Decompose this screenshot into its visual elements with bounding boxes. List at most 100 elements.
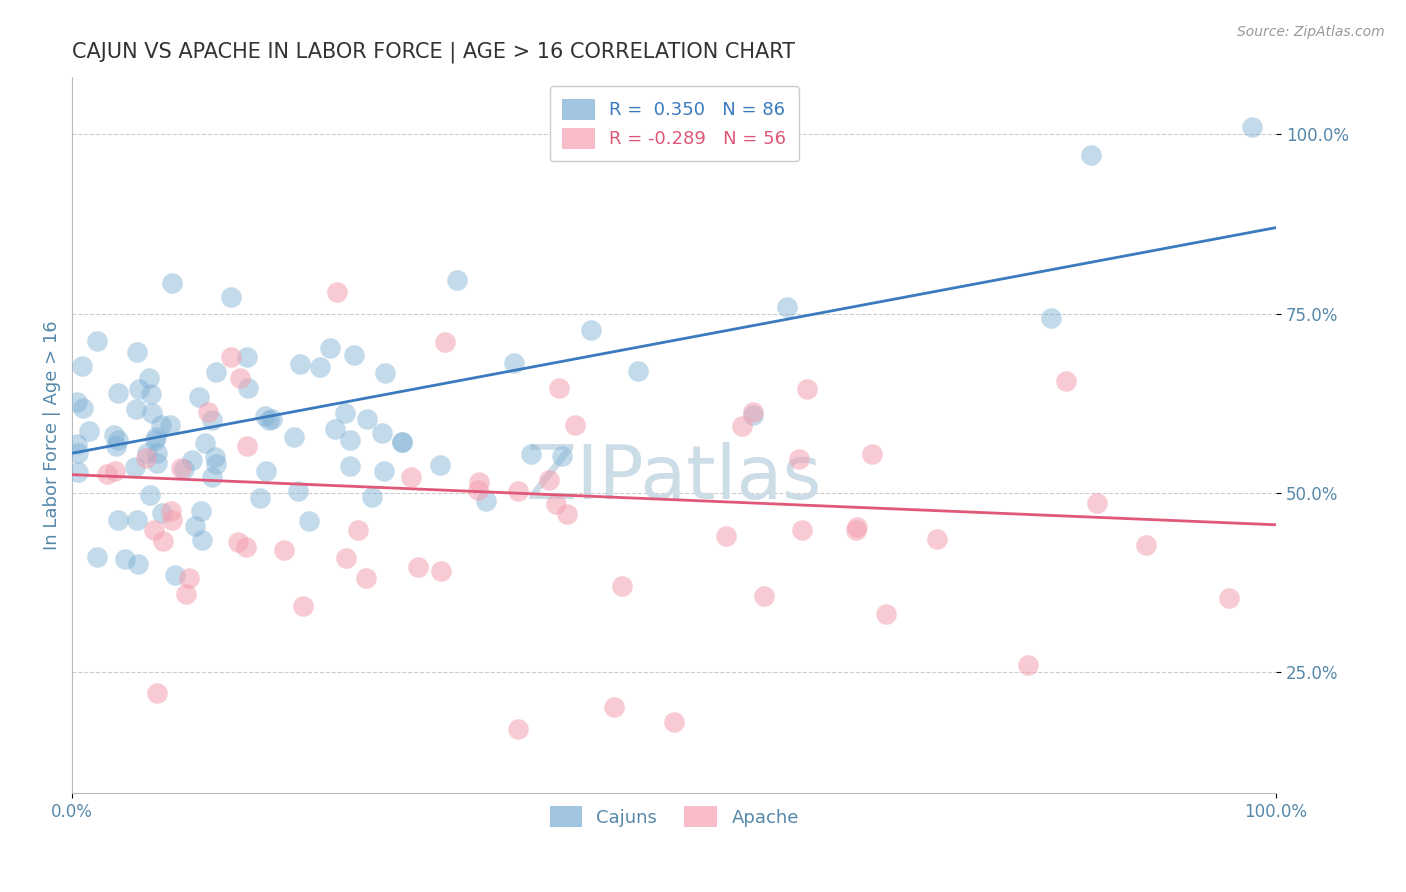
Point (139, 488, 162, 502)
Point (257, 413, 280, 427)
Point (401, 470, 423, 484)
Point (173, 462, 195, 476)
Point (162, 514, 184, 528)
Point (555, 507, 578, 521)
Point (260, 412, 283, 426)
Point (149, 417, 172, 432)
Text: CAJUN VS APACHE IN LABOR FORCE | AGE > 16 CORRELATION CHART: CAJUN VS APACHE IN LABOR FORCE | AGE > 1… (72, 42, 796, 63)
Point (236, 439, 259, 453)
Point (184, 518, 207, 533)
Point (875, 607, 897, 621)
Point (159, 504, 181, 518)
Point (77, 424, 100, 438)
Point (373, 464, 395, 478)
Point (354, 571, 377, 585)
Point (434, 335, 457, 350)
Point (1085, 496, 1108, 510)
Point (150, 507, 173, 521)
Point (204, 450, 226, 465)
Point (197, 404, 219, 418)
Point (787, 452, 810, 467)
Point (146, 456, 169, 470)
Legend: Cajuns, Apache: Cajuns, Apache (543, 799, 806, 834)
Point (519, 447, 541, 461)
Point (70, 359, 93, 374)
Point (343, 348, 366, 362)
Point (200, 412, 222, 426)
Point (860, 447, 883, 461)
Point (221, 350, 243, 364)
Point (544, 497, 567, 511)
Point (114, 551, 136, 566)
Y-axis label: In Labor Force | Age > 16: In Labor Force | Age > 16 (44, 320, 60, 550)
Point (391, 435, 413, 450)
Point (179, 571, 201, 585)
Point (66, 437, 89, 451)
Point (174, 587, 197, 601)
Point (146, 445, 169, 459)
Point (391, 434, 413, 449)
Point (127, 557, 149, 571)
Point (742, 409, 765, 423)
Point (326, 285, 349, 299)
Point (107, 512, 129, 526)
Point (86, 334, 108, 348)
Point (125, 401, 148, 416)
Point (273, 543, 295, 558)
Point (1080, 147, 1102, 161)
Point (796, 382, 818, 396)
Point (201, 470, 224, 484)
Point (1240, 120, 1263, 135)
Point (65, 395, 87, 409)
Point (107, 433, 129, 447)
Point (626, 364, 648, 378)
Point (72, 401, 94, 415)
Point (291, 599, 314, 613)
Point (537, 473, 560, 487)
Point (1054, 374, 1077, 388)
Point (229, 371, 252, 385)
Text: Source: ZipAtlas.com: Source: ZipAtlas.com (1237, 25, 1385, 39)
Point (298, 514, 321, 528)
Point (107, 386, 129, 401)
Point (253, 409, 276, 423)
Point (141, 406, 163, 420)
Point (579, 323, 602, 337)
Point (319, 341, 342, 355)
Point (124, 460, 146, 475)
Point (339, 458, 361, 473)
Point (105, 439, 128, 453)
Point (776, 300, 799, 314)
Point (564, 417, 586, 432)
Point (163, 568, 186, 582)
Point (371, 425, 394, 440)
Point (361, 490, 384, 504)
Point (226, 534, 249, 549)
Point (283, 430, 305, 444)
Point (845, 523, 868, 537)
Point (204, 365, 226, 379)
Point (335, 551, 357, 566)
Point (188, 390, 211, 404)
Point (714, 529, 737, 543)
Point (194, 436, 217, 450)
Point (333, 406, 356, 420)
Point (1039, 311, 1062, 326)
Point (205, 458, 228, 472)
Point (249, 491, 271, 506)
Point (741, 405, 763, 419)
Point (406, 559, 429, 574)
Point (236, 381, 259, 395)
Point (141, 387, 163, 401)
Point (287, 483, 309, 498)
Point (138, 370, 160, 384)
Point (1218, 591, 1240, 605)
Text: ZIPatlas: ZIPatlas (526, 442, 823, 515)
Point (467, 483, 489, 498)
Point (323, 422, 346, 436)
Point (170, 461, 193, 475)
Point (66, 465, 89, 479)
Point (103, 428, 125, 442)
Point (86, 549, 108, 564)
Point (143, 434, 166, 448)
